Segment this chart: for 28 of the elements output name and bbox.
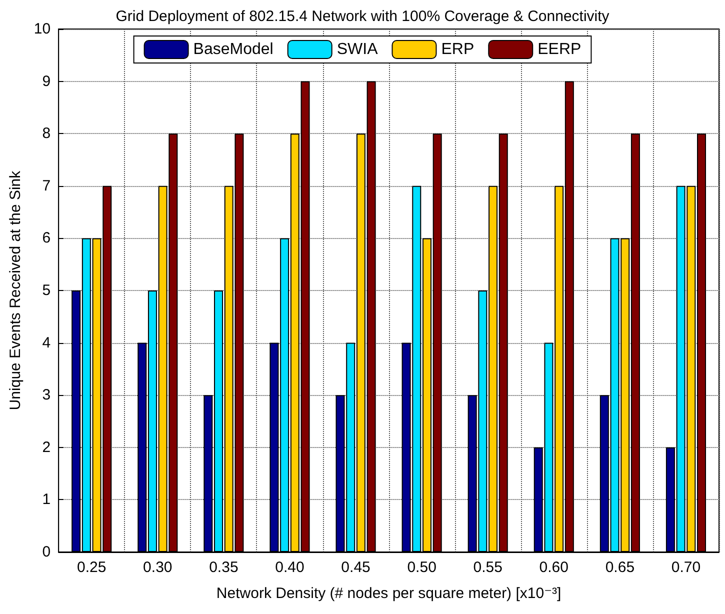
legend-label: EERP [538,41,582,58]
x-axis-title: Network Density (# nodes per square meter) [x10⁻³] [216,585,562,602]
y-tick-label: 1 [42,491,51,508]
legend-label: ERP [441,41,474,58]
chart-title: Grid Deployment of 802.15.4 Network with 100% Coverage & Connectivity [116,8,610,25]
y-tick-label: 5 [42,282,51,299]
x-tick-label: 0.50 [407,559,436,576]
x-tick-label: 0.30 [143,559,172,576]
y-tick-label: 4 [42,334,51,352]
y-tick-label: 10 [34,20,51,38]
y-tick-label: 0 [42,544,51,560]
y-tick-label: 9 [42,72,51,90]
x-tick-label: 0.60 [539,559,568,576]
x-tick-label: 0.35 [209,559,238,576]
x-tick-label: 0.25 [77,559,106,576]
x-tick-label: 0.70 [671,559,701,576]
x-tick-label: 0.45 [341,559,370,576]
y-tick-label: 8 [42,125,51,142]
y-axis-title: Unique Events Received at the Sink [7,170,24,410]
y-tick-label: 3 [42,386,51,404]
x-tick-label: 0.55 [473,559,502,576]
x-tick-label: 0.65 [605,559,635,576]
y-tick-label: 7 [42,177,51,194]
y-tick-label: 6 [42,230,51,247]
y-tick-label: 2 [42,438,51,456]
legend-label: SWIA [336,41,378,58]
legend-label: BaseModel [193,41,274,58]
x-tick-label: 0.40 [275,559,304,576]
